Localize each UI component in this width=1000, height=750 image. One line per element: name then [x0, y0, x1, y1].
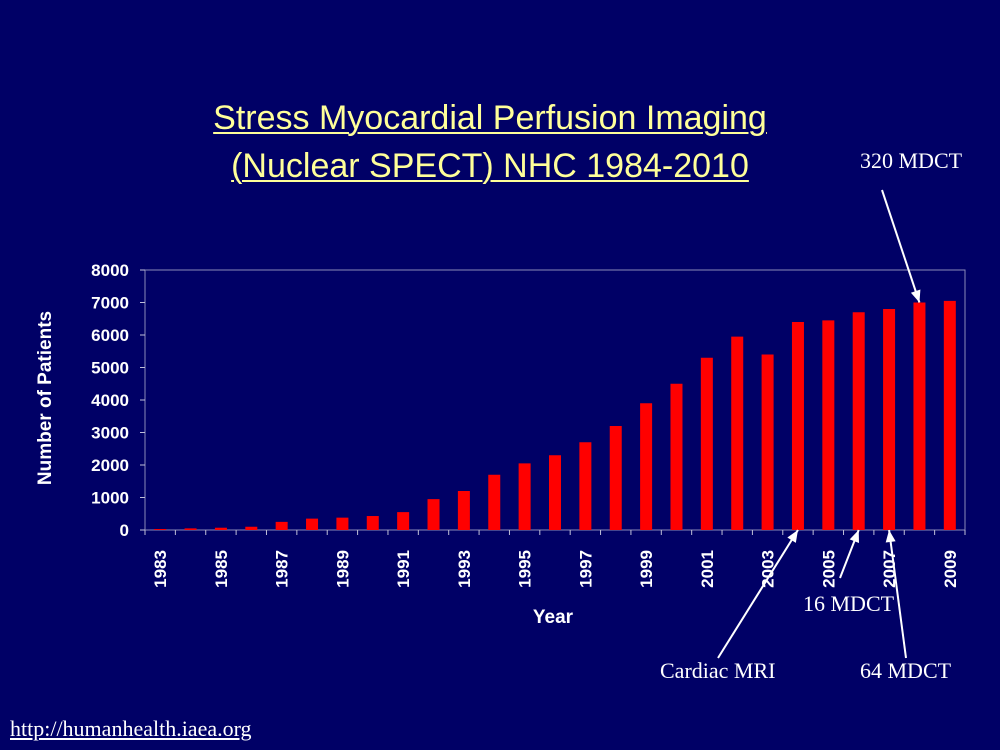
chart-title: Stress Myocardial Perfusion Imaging (Nuc… — [0, 94, 980, 190]
y-tick-label: 0 — [120, 521, 129, 540]
bar-1984 — [184, 528, 197, 530]
x-tick-label: 2007 — [880, 550, 899, 588]
bar-1998 — [609, 426, 622, 530]
x-tick-label: 1999 — [637, 550, 656, 588]
arrow-64-mdct-head — [885, 530, 896, 543]
y-tick-label: 3000 — [91, 424, 129, 443]
bar-2000 — [670, 383, 683, 530]
x-tick-label: 2005 — [819, 550, 838, 588]
bar-2008 — [913, 302, 926, 530]
title-line-2: (Nuclear SPECT) NHC 1984-2010 — [231, 147, 749, 185]
y-tick-label: 1000 — [91, 489, 129, 508]
bar-1996 — [549, 455, 561, 530]
bar-1987 — [275, 521, 288, 530]
y-tick-label: 8000 — [91, 261, 129, 280]
bar-1993 — [457, 491, 470, 530]
bar-1986 — [245, 526, 258, 530]
bar-1988 — [306, 518, 319, 530]
annotation-320-mdct: 320 MDCT — [860, 148, 963, 173]
bar-1992 — [427, 499, 440, 530]
bar-2003 — [761, 354, 774, 530]
bar-1995 — [518, 463, 531, 530]
annotation-64-mdct: 64 MDCT — [860, 658, 952, 683]
bar-1991 — [397, 512, 410, 530]
bar-1990 — [366, 516, 379, 530]
x-tick-label: 1989 — [333, 550, 352, 588]
y-tick-label: 6000 — [91, 326, 129, 345]
y-axis-title: Number of Patients — [35, 311, 56, 485]
bar-2001 — [700, 357, 713, 530]
y-tick-label: 4000 — [91, 391, 129, 410]
bar-1983 — [154, 529, 167, 530]
x-tick-label: 2001 — [698, 550, 717, 588]
x-tick-label: 1993 — [455, 550, 474, 588]
y-tick-label: 2000 — [91, 456, 129, 475]
arrow-64-mdct-line — [888, 529, 907, 659]
title-line-1: Stress Myocardial Perfusion Imaging — [213, 99, 767, 137]
footer-link[interactable]: http://humanhealth.iaea.org — [10, 716, 252, 741]
bar-2005 — [822, 320, 835, 530]
bar-2002 — [731, 336, 744, 530]
bar-2007 — [883, 309, 896, 530]
bar-2009 — [943, 300, 956, 530]
arrow-cardiac-mri-line — [717, 529, 799, 659]
x-tick-label: 2003 — [759, 550, 778, 588]
x-tick-label: 1983 — [151, 550, 170, 588]
bar-2004 — [791, 322, 804, 530]
x-tick-label: 2009 — [941, 550, 960, 588]
bar-1999 — [640, 403, 653, 530]
x-tick-label: 1997 — [576, 550, 595, 588]
bar-1997 — [579, 442, 592, 530]
arrow-cardiac-mri-head — [787, 530, 798, 543]
bar-1985 — [214, 527, 227, 530]
x-tick-label: 1995 — [516, 550, 535, 588]
bar-2006 — [852, 312, 865, 530]
x-axis-title: Year — [533, 607, 574, 628]
bar-1989 — [336, 517, 349, 530]
y-tick-label: 5000 — [91, 359, 129, 378]
arrow-16-mdct-head — [849, 530, 860, 543]
y-tick-label: 7000 — [91, 294, 129, 313]
annotation-16-mdct: 16 MDCT — [803, 591, 895, 616]
arrow-320-mdct-line — [881, 189, 921, 303]
annotation-cardiac-mri: Cardiac MRI — [660, 658, 776, 683]
arrow-320-mdct-head — [910, 289, 921, 303]
x-tick-label: 1991 — [394, 550, 413, 588]
x-tick-label: 1985 — [212, 550, 231, 588]
x-tick-label: 1987 — [273, 550, 292, 588]
bar-1994 — [488, 474, 501, 530]
